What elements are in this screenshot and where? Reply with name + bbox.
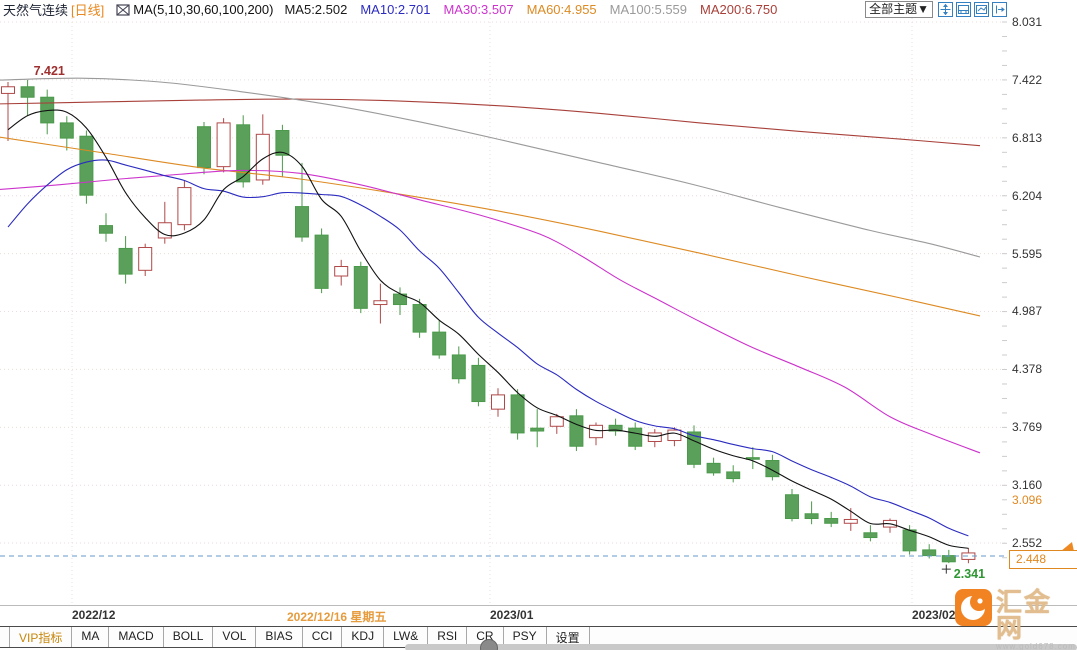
pane-layout-icon[interactable] [956,2,971,17]
theme-selector-button[interactable]: 全部主题▼ [865,1,933,18]
tab-VIP指标[interactable]: VIP指标 [10,627,73,647]
high-price-label: 7.421 [34,64,65,78]
pan-icon[interactable] [938,2,953,17]
ma-value-1: MA10:2.701 [360,2,431,17]
tab-CCI[interactable]: CCI [303,627,343,647]
period-label[interactable]: [日线] [71,3,105,18]
expand-pane-icon[interactable] [992,2,1007,17]
ma-value-3: MA60:4.955 [526,2,597,17]
horizontal-scrollbar[interactable] [405,639,1077,650]
ma-settings-label: MA(5,10,30,60,100,200) [133,2,274,17]
tab-LW&[interactable]: LW& [384,627,429,647]
indicator-pane-icon[interactable] [974,2,989,17]
tab-RSI[interactable]: RSI [428,627,468,647]
ma-value-2: MA30:3.507 [443,2,514,17]
image-export-icon[interactable] [116,3,130,17]
tab-MACD[interactable]: MACD [109,627,164,647]
tab-BIAS[interactable]: BIAS [256,627,303,647]
tab-MA[interactable]: MA [72,627,110,647]
low-price-label: 2.341 [954,567,985,581]
site-logo-icon [955,589,992,626]
watermark: 汇金网 www.gold678.com [955,589,1077,650]
tab-设置[interactable]: 设置 [547,627,590,647]
tab-PSY[interactable]: PSY [504,627,547,647]
ma-value-0: MA5:2.502 [284,2,348,17]
ma-value-4: MA100:5.559 [609,2,688,17]
selected-date-label: 2022/12/16 星期五 [287,610,387,624]
scrollbar-thumb[interactable] [480,639,498,650]
date-tick-label: 2022/12 [72,608,116,622]
watermark-text: 汇金网 www.gold678.com [996,589,1077,650]
symbol-name: 天然气连续 [3,3,69,18]
date-tick-label: 2023/01 [490,608,534,622]
header: 天然气连续 [日线] MA(5,10,30,60,100,200) MA5:2.… [0,0,1077,19]
date-tick-label: 2023/02 [912,608,956,622]
tab-BOLL[interactable]: BOLL [164,627,214,647]
date-axis: 2022/12 2022/12/16 星期五 2023/01 2023/02 [0,605,1077,626]
toolbar-spacer [0,627,10,647]
site-name: 汇金网 [996,587,1053,643]
site-url: www.gold678.com [996,642,1076,650]
ma-values: MA5:2.502 MA10:2.701 MA30:3.507 MA60:4.955 M… [284,2,777,17]
tab-VOL[interactable]: VOL [213,627,257,647]
tab-KDJ[interactable]: KDJ [342,627,385,647]
ma-value-5: MA200:6.750 [700,2,778,17]
header-icons [938,2,1007,17]
last-price-arrow-icon [1055,542,1075,556]
